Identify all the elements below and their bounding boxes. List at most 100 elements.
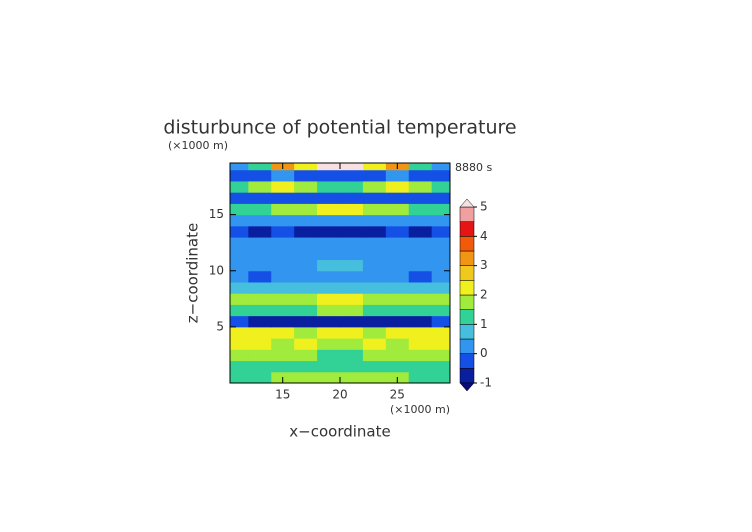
- cell: [248, 214, 272, 227]
- cell: [317, 304, 341, 317]
- x-axis-label: x−coordinate: [289, 423, 390, 441]
- cell: [317, 326, 341, 339]
- colorbar-tick-label: 1: [480, 317, 488, 331]
- cell: [362, 371, 387, 383]
- cell: [362, 169, 387, 182]
- cell: [271, 225, 295, 238]
- cell: [271, 281, 295, 294]
- cell: [271, 315, 295, 328]
- cell: [317, 270, 341, 283]
- cell: [340, 225, 364, 238]
- y-axis-label: z−coordinate: [184, 223, 202, 323]
- cell: [408, 315, 433, 328]
- cell: [408, 281, 433, 294]
- chart-title: disturbunce of potential temperature: [163, 117, 516, 139]
- colorbar-tick-label: 4: [480, 229, 488, 243]
- cell: [431, 371, 450, 383]
- cell: [271, 326, 295, 339]
- cell: [317, 214, 341, 227]
- y-unit: (×1000 m): [168, 139, 228, 152]
- cell: [340, 163, 364, 171]
- cell: [294, 259, 318, 272]
- cell: [362, 163, 387, 171]
- cell: [431, 326, 450, 339]
- cell: [340, 203, 364, 216]
- cell: [408, 360, 433, 373]
- cell: [362, 214, 387, 227]
- colorbar-tick-label: -1: [480, 376, 492, 390]
- cell: [248, 270, 272, 283]
- colorbar-segment: [459, 324, 475, 340]
- cell: [385, 259, 410, 272]
- field: [230, 163, 450, 383]
- colorbar-segment: [459, 236, 475, 252]
- cell: [340, 371, 364, 383]
- cell: [230, 225, 249, 238]
- cell: [385, 169, 410, 182]
- y-tick-label: 10: [209, 263, 224, 277]
- cell: [385, 338, 410, 350]
- cell: [230, 248, 249, 261]
- cell: [385, 326, 410, 339]
- cell: [431, 360, 450, 373]
- cell: [248, 237, 272, 249]
- cell: [271, 349, 295, 362]
- cell: [431, 315, 450, 328]
- cell: [408, 163, 433, 171]
- x-unit: (×1000 m): [390, 403, 450, 416]
- colorbar-segment: [459, 309, 475, 325]
- cell: [271, 360, 295, 373]
- cell: [408, 338, 433, 350]
- cell: [294, 203, 318, 216]
- cell: [248, 203, 272, 216]
- colorbar-segment: [459, 280, 475, 296]
- cell: [294, 360, 318, 373]
- cell: [385, 315, 410, 328]
- cell: [294, 237, 318, 249]
- cell: [340, 169, 364, 182]
- cell: [230, 304, 249, 317]
- cell: [317, 192, 341, 204]
- cell: [248, 371, 272, 383]
- cell: [431, 225, 450, 238]
- cell: [271, 237, 295, 249]
- cell: [230, 293, 249, 305]
- cell: [385, 281, 410, 294]
- cell: [248, 163, 272, 171]
- cell: [362, 270, 387, 283]
- cell: [431, 293, 450, 305]
- cell: [248, 293, 272, 305]
- cell: [340, 315, 364, 328]
- cell: [294, 371, 318, 383]
- cell: [294, 248, 318, 261]
- cell: [271, 192, 295, 204]
- cell: [230, 237, 249, 249]
- colorbar-tick-label: 2: [480, 288, 488, 302]
- cell: [362, 259, 387, 272]
- colorbar-segment: [459, 250, 475, 266]
- cell: [317, 180, 341, 193]
- cell: [431, 214, 450, 227]
- cell: [362, 192, 387, 204]
- cell: [271, 214, 295, 227]
- overlay: 15 20 25 5 10 15 -1 0 1 2 3 4 5: [209, 162, 492, 402]
- cell: [408, 371, 433, 383]
- colorbar-under: [459, 382, 475, 392]
- cell: [248, 338, 272, 350]
- colorbar-segment: [459, 221, 475, 237]
- cell: [408, 304, 433, 317]
- colorbar-segment: [459, 206, 475, 222]
- cell: [362, 180, 387, 193]
- cell: [408, 349, 433, 362]
- cell: [431, 281, 450, 294]
- cell: [362, 225, 387, 238]
- cell: [431, 338, 450, 350]
- cell: [340, 304, 364, 317]
- cell: [230, 163, 249, 171]
- cell: [408, 259, 433, 272]
- cell: [408, 248, 433, 261]
- cell: [362, 360, 387, 373]
- cell: [340, 270, 364, 283]
- colorbar-segment: [459, 265, 475, 281]
- cell: [230, 349, 249, 362]
